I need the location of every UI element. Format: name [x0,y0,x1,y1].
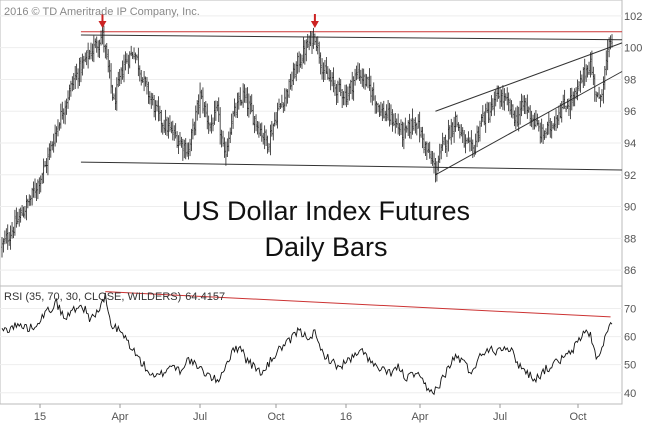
rsi-legend-label: RSI (35, 70, 30, CLOSE, WILDERS) 64.4157 [4,291,225,303]
rsi-indicator-label: RSI (35, 70, 30, CLOSE, WILDERS) [4,291,181,303]
rsi-y-tick-label: 50 [624,360,636,372]
copyright-text: 2016 © TD Ameritrade IP Company, Inc. [4,6,200,18]
x-tick-label: Oct [569,411,586,423]
rsi-y-tick-label: 60 [624,332,636,344]
price-trendline [435,71,623,176]
rsi-y-axis: 40 50 60 70 [624,303,636,399]
price-y-tick-label: 90 [624,202,636,214]
x-tick-label: Jul [493,411,507,423]
chart-title-line1: US Dollar Index Futures [182,196,470,226]
rsi-trendline [105,291,611,318]
rsi-y-tick-label: 40 [624,388,636,400]
x-tick-label: Apr [111,411,128,423]
price-y-tick-label: 96 [624,106,636,118]
price-trendline [80,34,623,41]
x-tick-label: 16 [340,411,352,423]
peak-arrow-head [310,21,319,29]
price-y-tick-label: 94 [624,138,636,150]
price-y-tick-label: 86 [624,265,636,277]
peak-arrow-head [98,21,107,29]
x-axis: 15 Apr Jul Oct 16 Apr Jul Oct [34,404,587,423]
x-tick-label: Apr [411,411,428,423]
rsi-panel [0,285,623,405]
price-bars [1,23,613,258]
price-y-tick-label: 102 [624,11,642,23]
price-ohlc-bars [1,23,613,258]
price-trendlines [80,31,623,176]
rsi-y-tick-label: 70 [624,303,636,315]
rsi-line [1,292,613,396]
x-tick-label: Jul [193,411,207,423]
price-y-tick-label: 100 [624,43,642,55]
rsi-indicator-value: 64.4157 [185,291,225,303]
price-y-tick-label: 92 [624,170,636,182]
price-y-axis: 86 88 90 92 94 96 98 100 102 [624,11,642,277]
price-y-tick-label: 98 [624,74,636,86]
price-trendline [80,161,623,171]
chart-title-line2: Daily Bars [264,232,387,262]
x-tick-label: Oct [267,411,284,423]
price-trendline [435,42,623,112]
price-grid [0,15,622,271]
x-tick-label: 15 [34,411,46,423]
rsi-series-line [1,292,613,396]
price-markers [98,14,319,29]
rsi-trendlines [105,291,611,318]
price-y-tick-label: 88 [624,233,636,245]
